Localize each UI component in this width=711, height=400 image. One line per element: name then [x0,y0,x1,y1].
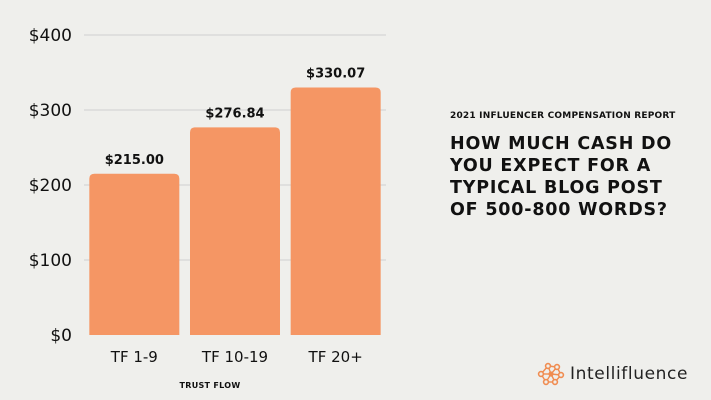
brand-logo: Intellifluence [537,360,688,388]
network-nodes-icon [537,362,565,386]
category-label: TF 10-19 [201,348,268,366]
question-line: YOU EXPECT FOR A [450,156,652,176]
y-tick-label: $200 [29,176,72,196]
bars [89,87,381,336]
y-tick-label: $300 [29,101,72,121]
report-subtitle: 2021 INFLUENCER COMPENSATION REPORT [450,111,676,121]
bar-chart: $0 $100 $200 $300 $400 $215.00 $276.84 $330.07… [29,26,386,390]
category-label: TF 20+ [308,348,363,366]
y-axis-tick-labels: $0 $100 $200 $300 $400 [29,26,72,346]
bar-value-labels: $215.00 $276.84 $330.07 [105,66,366,167]
y-tick-label: $0 [50,326,72,346]
category-label: TF 1-9 [110,348,158,366]
bar-value-label: $276.84 [205,106,264,121]
survey-question: HOW MUCH CASH DO YOU EXPECT FOR A TYPICA… [450,133,705,221]
bar [89,173,180,335]
bar-value-label: $330.07 [306,66,365,81]
x-axis-category-labels: TF 1-9 TF 10-19 TF 20+ [110,348,363,366]
y-tick-label: $100 [29,251,72,271]
question-line: OF 500-800 WORDS? [450,200,668,220]
bar [190,127,280,336]
y-tick-label: $400 [29,26,72,46]
question-line: HOW MUCH CASH DO [450,134,673,154]
question-line: TYPICAL BLOG POST [450,178,663,198]
brand-name: Intellifluence [570,364,689,384]
bar-value-label: $215.00 [105,153,164,168]
x-axis-title: TRUST FLOW [179,381,240,390]
bar [290,87,381,335]
